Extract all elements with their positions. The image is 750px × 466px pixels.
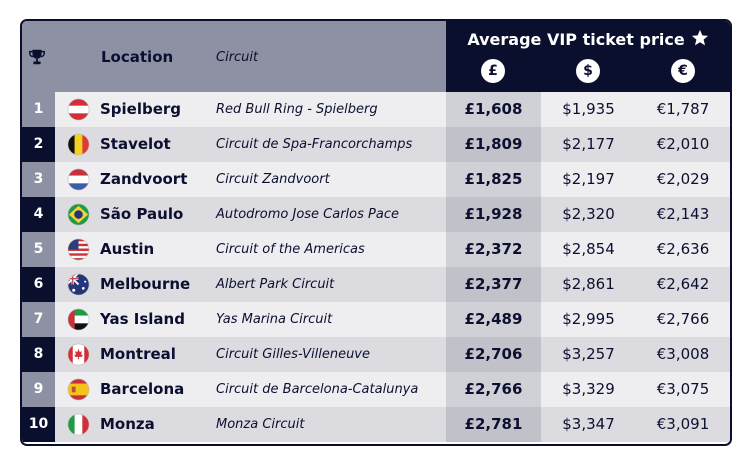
table-row: 9 Barcelona Circuit de Barcelona-Catalunya… [22, 372, 730, 407]
price-usd: $2,320 [562, 205, 615, 223]
austria-flag-icon [67, 98, 90, 121]
price-gbp: £1,608 [446, 92, 541, 127]
rank-number: 7 [22, 302, 55, 337]
location-name: Stavelot [100, 135, 171, 153]
star-icon [691, 29, 708, 46]
circuit-name: Yas Marina Circuit [216, 312, 333, 327]
table-row: 4 São Paulo Autodromo Jose Carlos Pace £1,9… [22, 197, 730, 232]
price-usd: $2,854 [562, 240, 615, 258]
price-eur: €2,636 [656, 240, 710, 258]
price-gbp: £2,781 [446, 407, 541, 442]
vip-ticket-price-table: Location Circuit Average VIP ticket pric… [20, 19, 732, 446]
usa-flag-icon [67, 238, 90, 261]
brazil-flag-icon [67, 203, 90, 226]
table-row: 8 Montreal Circuit Gilles-Villeneuve £2,706… [22, 337, 730, 372]
canada-flag-icon [67, 343, 90, 366]
price-eur: €2,642 [656, 275, 710, 293]
price-gbp: £1,825 [446, 162, 541, 197]
price-eur: €1,787 [656, 100, 710, 118]
circuit-name: Albert Park Circuit [216, 277, 335, 292]
price-usd: $2,177 [562, 135, 615, 153]
location-name: Austin [100, 240, 155, 258]
table-row: 1 Spielberg Red Bull Ring - Spielberg £1,60… [22, 92, 730, 127]
euro-currency-icon: € [671, 59, 695, 83]
circuit-column-header: Circuit [216, 50, 259, 65]
rank-number: 10 [22, 407, 55, 442]
table-row: 7 Yas Island Yas Marina Circuit £2,489 $2,99… [22, 302, 730, 337]
rank-number: 1 [22, 92, 55, 127]
dollar-currency-icon: $ [576, 59, 600, 83]
belgium-flag-icon [67, 133, 90, 156]
price-usd: $2,861 [562, 275, 615, 293]
price-usd: $2,197 [562, 170, 615, 188]
price-gbp: £2,766 [446, 372, 541, 407]
location-name: Zandvoort [100, 170, 188, 188]
rank-number: 5 [22, 232, 55, 267]
price-eur: €2,010 [656, 135, 710, 153]
circuit-name: Circuit of the Americas [216, 242, 365, 257]
price-gbp: £2,489 [446, 302, 541, 337]
rank-number: 6 [22, 267, 55, 302]
table-row: 10 Monza Monza Circuit £2,781 $3,347 €3,091 [22, 407, 730, 442]
price-eur: €2,029 [656, 170, 710, 188]
price-usd: $1,935 [562, 100, 615, 118]
rank-number: 8 [22, 337, 55, 372]
price-usd: $3,257 [562, 345, 615, 363]
price-eur: €3,075 [656, 380, 710, 398]
price-usd: $3,329 [562, 380, 615, 398]
price-usd: $2,995 [562, 310, 615, 328]
rank-number: 4 [22, 197, 55, 232]
location-name: Spielberg [100, 100, 182, 118]
circuit-name: Circuit Gilles-Villeneuve [216, 347, 371, 362]
price-gbp: £1,809 [446, 127, 541, 162]
rank-number: 2 [22, 127, 55, 162]
price-eur: €3,091 [656, 415, 710, 433]
spain-flag-icon [67, 378, 90, 401]
price-usd: $3,347 [562, 415, 615, 433]
netherlands-flag-icon [67, 168, 90, 191]
price-gbp: £2,372 [446, 232, 541, 267]
table-header-left: Location Circuit [22, 21, 446, 92]
location-name: Melbourne [100, 275, 191, 293]
location-name: São Paulo [100, 205, 184, 223]
price-eur: €2,766 [656, 310, 710, 328]
location-name: Monza [100, 415, 155, 433]
location-column-header: Location [101, 48, 174, 66]
circuit-name: Circuit de Barcelona-Catalunya [216, 382, 419, 397]
price-eur: €2,143 [656, 205, 710, 223]
circuit-name: Monza Circuit [216, 417, 305, 432]
circuit-name: Circuit Zandvoort [216, 172, 330, 187]
table-row: 3 Zandvoort Circuit Zandvoort £1,825 $2,197 €… [22, 162, 730, 197]
price-column-header: Average VIP ticket price £ $ € [446, 21, 730, 92]
rank-number: 3 [22, 162, 55, 197]
location-name: Yas Island [100, 310, 185, 328]
circuit-name: Autodromo Jose Carlos Pace [216, 207, 399, 222]
table-row: 6 Melbourne Albert Park Circuit £2,377 $2,86… [22, 267, 730, 302]
rank-number: 9 [22, 372, 55, 407]
price-title: Average VIP ticket price [467, 30, 685, 49]
price-eur: €3,008 [656, 345, 710, 363]
circuit-name: Circuit de Spa-Francorchamps [216, 137, 413, 152]
location-name: Barcelona [100, 380, 185, 398]
australia-flag-icon [67, 273, 90, 296]
price-gbp: £1,928 [446, 197, 541, 232]
price-gbp: £2,706 [446, 337, 541, 372]
table-row: 5 Austin Circuit of the Americas £2,372 $2,8… [22, 232, 730, 267]
location-name: Montreal [100, 345, 176, 363]
uae-flag-icon [67, 308, 90, 331]
italy-flag-icon [67, 413, 90, 436]
price-gbp: £2,377 [446, 267, 541, 302]
trophy-icon [29, 49, 45, 65]
pound-currency-icon: £ [481, 59, 505, 83]
circuit-name: Red Bull Ring - Spielberg [216, 102, 378, 117]
table-row: 2 Stavelot Circuit de Spa-Francorchamps £1,… [22, 127, 730, 162]
